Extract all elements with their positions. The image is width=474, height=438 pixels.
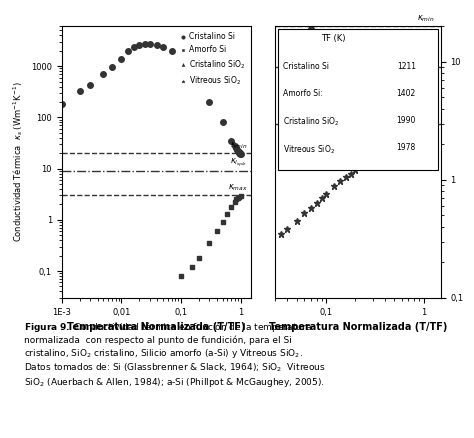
X-axis label: Temperatura Normalizada (T/TF): Temperatura Normalizada (T/TF) <box>67 322 246 332</box>
Text: 1978: 1978 <box>397 143 416 152</box>
Text: Amorfo Si:: Amorfo Si: <box>283 89 323 98</box>
Text: Cristalino Si: Cristalino Si <box>283 62 329 71</box>
Text: $\kappa_{min}$: $\kappa_{min}$ <box>230 141 247 151</box>
Text: 1978: 1978 <box>397 143 416 152</box>
Text: Amorfo Si:: Amorfo Si: <box>283 89 323 98</box>
Text: 1211: 1211 <box>397 62 416 71</box>
Text: $\kappa_{min}$: $\kappa_{min}$ <box>417 13 435 24</box>
Y-axis label: Conductividad Térmica  $\kappa_s$ (Wm$^{-1}$K$^{-1}$): Conductividad Térmica $\kappa_s$ (Wm$^{-… <box>11 82 25 242</box>
Text: 1402: 1402 <box>397 89 416 98</box>
Text: 1211: 1211 <box>397 62 416 71</box>
Text: TF (K): TF (K) <box>321 35 345 43</box>
FancyBboxPatch shape <box>278 29 438 170</box>
Text: TF (K): TF (K) <box>321 35 345 43</box>
Text: 1402: 1402 <box>397 89 416 98</box>
Text: Vitreous SiO$_2$: Vitreous SiO$_2$ <box>283 143 335 155</box>
X-axis label: Temperatura Normalizada (T/TF): Temperatura Normalizada (T/TF) <box>269 322 447 332</box>
Text: Cristalino Si: Cristalino Si <box>283 62 329 71</box>
Text: 1990: 1990 <box>397 116 416 125</box>
Text: 1990: 1990 <box>397 116 416 125</box>
Text: Vitreous SiO$_2$: Vitreous SiO$_2$ <box>283 143 335 155</box>
Text: Cristalino SiO$_2$: Cristalino SiO$_2$ <box>283 116 339 128</box>
Text: $\kappa_{l_{iqde}}$: $\kappa_{l_{iqde}}$ <box>418 52 435 65</box>
Legend: Cristalino Si, Amorfo Si, Cristalino SiO$_2$, Vitreous SiO$_2$: Cristalino Si, Amorfo Si, Cristalino SiO… <box>177 30 247 89</box>
Text: $\kappa_{max}$: $\kappa_{max}$ <box>228 183 247 193</box>
Text: $\bf{Figura\ 9.}$ Conductividad térmica en función de la temperatura
normalizada: $\bf{Figura\ 9.}$ Conductividad térmica … <box>24 320 325 389</box>
Text: $\kappa_{l_{iqde}}$: $\kappa_{l_{iqde}}$ <box>230 156 247 169</box>
Text: $\kappa_{max}$: $\kappa_{max}$ <box>415 110 435 121</box>
Text: Cristalino SiO$_2$: Cristalino SiO$_2$ <box>283 116 339 128</box>
